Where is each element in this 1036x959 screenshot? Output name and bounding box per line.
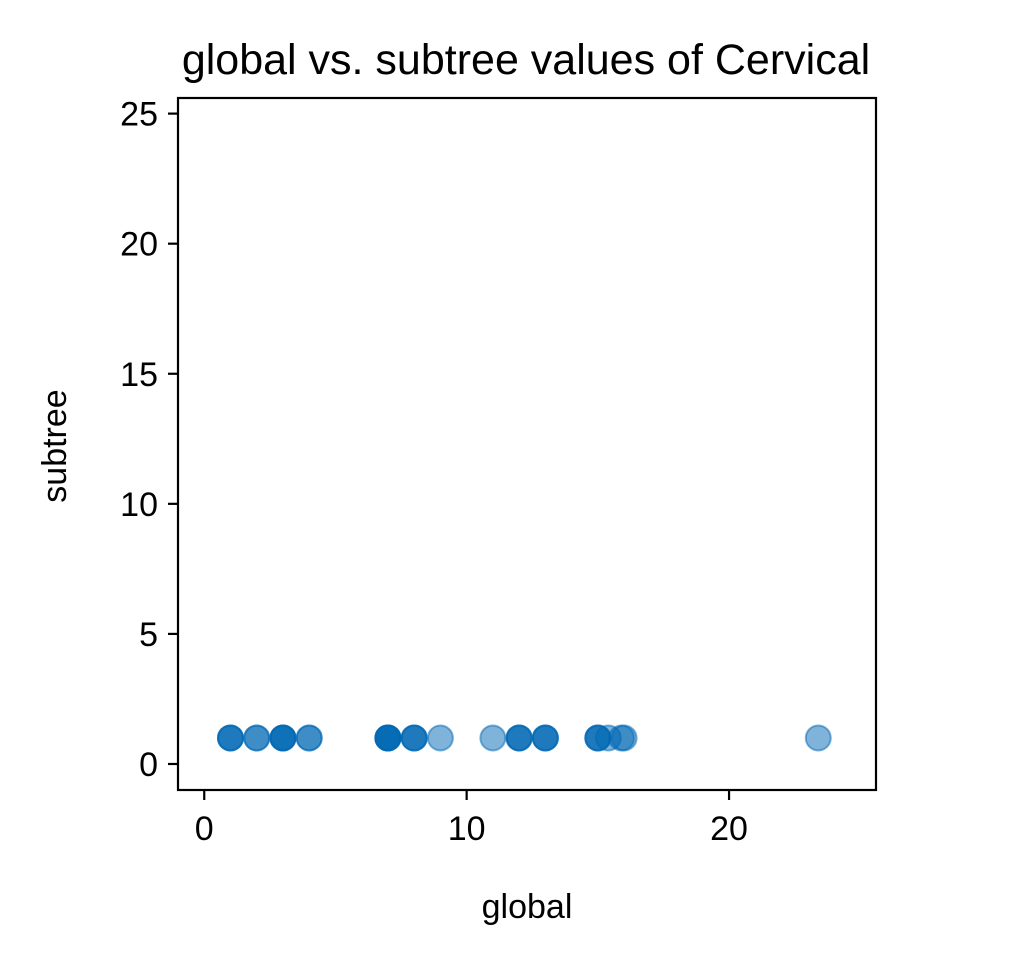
data-point [216,724,244,752]
y-tick-label: 15 [120,356,158,394]
y-axis-label: subtree [36,389,74,502]
data-point [243,724,271,752]
plot-frame [176,96,878,792]
data-point [531,724,559,752]
y-tick-label: 5 [139,616,158,654]
chart-title: global vs. subtree values of Cervical [182,36,870,84]
data-point [505,724,533,752]
data-point [804,724,832,752]
data-point [374,724,402,752]
y-tick-label: 20 [120,226,158,264]
data-point [400,724,428,752]
axis-ticks: 0 10 20 0 5 10 15 20 25 [120,96,748,848]
x-tick-label: 10 [448,810,486,848]
data-point [610,724,638,752]
data-point [269,724,297,752]
data-point [479,724,507,752]
x-tick-label: 0 [195,810,214,848]
y-tick-label: 0 [139,746,158,784]
y-tick-label: 10 [120,486,158,524]
x-tick-label: 20 [710,810,748,848]
y-tick-label: 25 [120,96,158,134]
data-points [216,724,832,752]
x-axis-label: global [482,888,573,926]
data-point [295,724,323,752]
data-point [426,724,454,752]
